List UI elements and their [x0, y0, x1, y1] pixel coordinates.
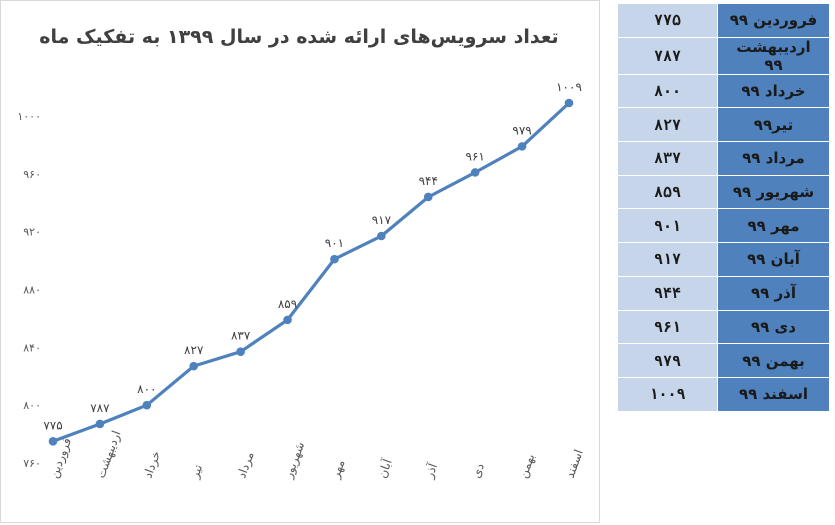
value-cell: ۷۸۷ [617, 36, 718, 75]
table-row: اسفند ۹۹ ۱۰۰۹ [617, 376, 830, 412]
data-point [142, 400, 152, 410]
x-tick-label: مرداد [234, 450, 257, 481]
data-point [189, 361, 199, 371]
y-tick-label: ۸۴۰ [23, 341, 41, 354]
data-label: ۱۰۰۹ [556, 80, 582, 94]
value-cell: ۹۰۱ [617, 208, 718, 244]
value-cell: ۹۶۱ [617, 309, 718, 345]
data-label: ۹۷۹ [512, 123, 531, 137]
value-cell: ۹۷۹ [617, 343, 718, 378]
data-point [470, 168, 480, 177]
value-cell: ۹۱۷ [617, 242, 718, 277]
table-row: مرداد ۹۹ ۸۳۷ [617, 141, 830, 176]
y-tick-label: ۸۸۰ [23, 284, 41, 297]
y-tick-label: ۱۰۰۰ [17, 110, 41, 123]
y-tick-label: ۷۶۰ [23, 457, 41, 470]
month-cell: بهمن ۹۹ [717, 343, 830, 378]
value-cell: ۸۳۷ [617, 141, 718, 176]
table-row: دی ۹۹ ۹۶۱ [617, 309, 830, 345]
x-tick-label: آبان [374, 456, 395, 480]
x-tick-label: آذر [421, 461, 442, 482]
table-row: تیر۹۹ ۸۲۷ [617, 107, 830, 143]
data-label: ۸۲۷ [184, 343, 204, 357]
series-line [51, 101, 571, 443]
y-tick-label: ۸۰۰ [23, 399, 41, 412]
value-cell: ۸۰۰ [617, 73, 718, 109]
chart-panel: تعداد سرویس‌های ارائه شده در سال ۱۳۹۹ به… [0, 0, 600, 523]
data-label: ۸۰۰ [137, 382, 156, 396]
month-cell: خرداد ۹۹ [717, 73, 830, 109]
data-point [330, 254, 339, 264]
value-cell: ۸۵۹ [617, 174, 718, 210]
data-point [95, 419, 105, 429]
table-row: فروردین ۹۹ ۷۷۵ [617, 3, 830, 38]
x-tick-label: بهمن [516, 452, 539, 481]
data-point [48, 437, 58, 446]
y-tick-label: ۹۲۰ [23, 226, 41, 239]
data-point [236, 347, 245, 356]
data-label: ۹۶۱ [466, 149, 485, 163]
y-tick-label: ۹۶۰ [23, 168, 41, 181]
x-tick-label: دی [469, 461, 487, 480]
month-cell: فروردین ۹۹ [717, 3, 830, 38]
x-tick-label: تیر [187, 462, 206, 481]
month-cell: آذر ۹۹ [717, 275, 830, 311]
chart-title: تعداد سرویس‌های ارائه شده در سال ۱۳۹۹ به… [39, 26, 558, 48]
month-cell: مهر ۹۹ [717, 208, 830, 244]
table-row: اردیبهشت ۹۹ ۷۸۷ [617, 36, 830, 75]
table-row: شهریور ۹۹ ۸۵۹ [617, 174, 830, 210]
value-cell: ۸۲۷ [617, 107, 718, 143]
data-table: فروردین ۹۹ ۷۷۵ اردیبهشت ۹۹ ۷۸۷ خرداد ۹۹ ۸۰۰ تی… [617, 3, 830, 412]
month-cell: آبان ۹۹ [717, 242, 830, 277]
data-point [517, 142, 527, 151]
table-row: آذر ۹۹ ۹۴۴ [617, 275, 830, 311]
x-tick-label: اردیبهشت [94, 429, 125, 481]
data-point [564, 98, 574, 108]
table-row: خرداد ۹۹ ۸۰۰ [617, 73, 830, 109]
value-cell: ۹۴۴ [617, 275, 718, 311]
data-label: ۹۴۴ [419, 174, 438, 188]
month-cell: شهریور ۹۹ [717, 174, 830, 210]
data-label: ۸۳۷ [231, 329, 251, 343]
x-tick-label: خرداد [140, 449, 164, 481]
table-row: آبان ۹۹ ۹۱۷ [617, 242, 830, 277]
data-point [377, 231, 386, 241]
month-cell: تیر۹۹ [717, 107, 830, 143]
data-label: ۷۷۵ [43, 418, 62, 432]
month-cell: مرداد ۹۹ [717, 141, 830, 176]
line-chart: تعداد سرویس‌های ارائه شده در سال ۱۳۹۹ به… [17, 26, 586, 482]
x-tick-label: اسفند [563, 448, 586, 480]
data-label: ۷۸۷ [90, 401, 110, 415]
month-cell: دی ۹۹ [717, 309, 830, 345]
table-row: بهمن ۹۹ ۹۷۹ [617, 343, 830, 378]
month-cell: اسفند ۹۹ [717, 376, 830, 412]
data-point [423, 192, 433, 202]
data-label: ۹۰۱ [325, 236, 344, 250]
x-tick-label: مهر [328, 458, 349, 482]
data-point [283, 315, 292, 325]
table-body: فروردین ۹۹ ۷۷۵ اردیبهشت ۹۹ ۷۸۷ خرداد ۹۹ ۸۰۰ تی… [617, 3, 830, 412]
x-tick-label: شهریور [281, 440, 308, 481]
value-cell: ۱۰۰۹ [617, 376, 718, 412]
month-cell: اردیبهشت ۹۹ [717, 36, 830, 75]
data-label: ۹۱۷ [372, 213, 392, 227]
table-row: مهر ۹۹ ۹۰۱ [617, 208, 830, 244]
data-label: ۸۵۹ [278, 297, 297, 311]
value-cell: ۷۷۵ [617, 3, 718, 38]
